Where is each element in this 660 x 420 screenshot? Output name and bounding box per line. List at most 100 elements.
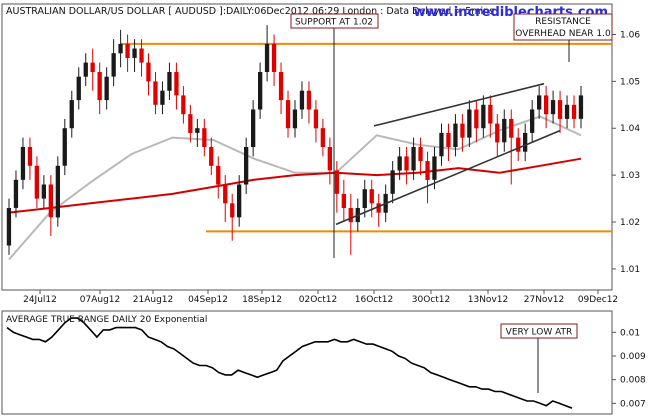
x-tick-label: 18Sep12 <box>242 295 282 305</box>
x-tick-label: 21Aug12 <box>133 295 173 305</box>
candle-body <box>76 76 81 101</box>
resistance-label-line1: RESISTANCE <box>535 17 591 27</box>
resistance-label-line2: OVERHEAD NEAR 1.0 <box>515 29 611 39</box>
candle-body <box>62 128 67 166</box>
candle-body <box>446 132 451 147</box>
candle-body <box>292 109 298 129</box>
candle-body <box>160 90 165 105</box>
x-tick-label: 13Nov12 <box>468 295 508 305</box>
candle-body <box>41 184 46 199</box>
chart-title: AUSTRALIAN DOLLAR/US DOLLAR [ AUDUSD ]:D… <box>6 6 494 17</box>
candle-body <box>118 43 123 54</box>
candle-body <box>418 147 423 162</box>
candle-body <box>104 76 109 101</box>
candle-body <box>369 189 374 204</box>
y-tick-label: 1.04 <box>620 124 640 134</box>
candle-body <box>544 95 549 115</box>
x-tick-label: 04Sep12 <box>188 295 228 305</box>
candle-body <box>495 123 500 143</box>
y-tick-label: 1.06 <box>620 30 640 40</box>
candle-body <box>334 170 339 194</box>
candle-body <box>278 72 284 101</box>
candle-body <box>251 109 256 147</box>
atr-y-tick-label: 0.01 <box>620 328 640 338</box>
atr-y-tick-label: 0.007 <box>620 399 646 409</box>
candle-body <box>411 147 416 171</box>
candle-body <box>341 193 346 208</box>
x-tick-label: 30Oct12 <box>412 295 450 305</box>
x-tick-label: 16Oct12 <box>355 295 393 305</box>
y-tick-label: 1.02 <box>620 218 640 228</box>
candle-body <box>467 109 472 138</box>
atr-callout <box>500 323 578 339</box>
candle-body <box>571 104 577 119</box>
candle-body <box>195 128 200 133</box>
candle-body <box>537 95 542 110</box>
candle-body <box>348 208 353 223</box>
candle-body <box>132 48 137 58</box>
candle-body <box>174 72 179 96</box>
candle-body <box>230 203 235 218</box>
y-tick-label: 1.03 <box>620 171 640 181</box>
candle-body <box>69 100 74 129</box>
candle-body <box>516 137 521 152</box>
candle-body <box>313 109 319 129</box>
support-callout <box>290 13 379 29</box>
resistance-callout <box>513 13 613 41</box>
candle-body <box>453 123 458 147</box>
channel-lower-line <box>335 129 561 226</box>
candle-body <box>509 118 514 138</box>
atr-title: AVERAGE TRUE RANGE DAILY 20 Exponential <box>6 315 207 325</box>
x-tick-label: 07Aug12 <box>80 295 120 305</box>
x-tick-label: 27Nov12 <box>524 295 564 305</box>
candle-body <box>550 100 556 115</box>
channel-upper-line <box>373 82 545 127</box>
candle-body <box>362 189 367 208</box>
candle-body <box>578 95 584 119</box>
candle-body <box>439 132 444 157</box>
candle-body <box>474 109 479 129</box>
candle-body <box>139 48 144 63</box>
candle-body <box>488 104 493 124</box>
support-label: SUPPORT AT 1.02 <box>295 18 373 28</box>
candle-body <box>202 128 207 147</box>
candle-body <box>34 165 39 199</box>
candle-body <box>83 62 88 77</box>
candle-body <box>244 147 249 185</box>
candle-body <box>223 184 228 204</box>
candle-body <box>20 147 26 180</box>
y-tick-label: 1.01 <box>620 265 640 275</box>
candle-body <box>397 156 402 171</box>
candle-body <box>146 62 151 82</box>
candle-body <box>209 147 214 166</box>
candle-body <box>55 165 60 218</box>
candle-body <box>404 156 409 171</box>
candle-body <box>285 100 291 129</box>
candle-body <box>376 203 381 213</box>
atr-line <box>6 317 573 409</box>
candle-body <box>432 156 437 180</box>
candle-body <box>530 109 535 133</box>
candle-body <box>153 81 158 105</box>
candle-body <box>181 95 186 115</box>
candle-body <box>6 208 12 246</box>
atr-y-tick-label: 0.009 <box>620 352 646 362</box>
x-tick-label: 24Jul12 <box>23 295 57 305</box>
x-tick-label: 02Oct12 <box>299 295 337 305</box>
candle-body <box>13 179 19 208</box>
candle-body <box>502 118 507 143</box>
candle-body <box>216 165 221 185</box>
candle-body <box>460 123 465 138</box>
candle-body <box>271 43 277 72</box>
candle-body <box>264 43 270 72</box>
candle-body <box>90 62 95 72</box>
candle-body <box>237 184 242 218</box>
candle-body <box>390 170 395 194</box>
candle-body <box>48 184 53 218</box>
candle-body <box>167 72 172 91</box>
candle-body <box>425 161 430 180</box>
candle-body <box>327 147 332 171</box>
candle-body <box>111 53 116 77</box>
price-panel <box>1 3 613 291</box>
